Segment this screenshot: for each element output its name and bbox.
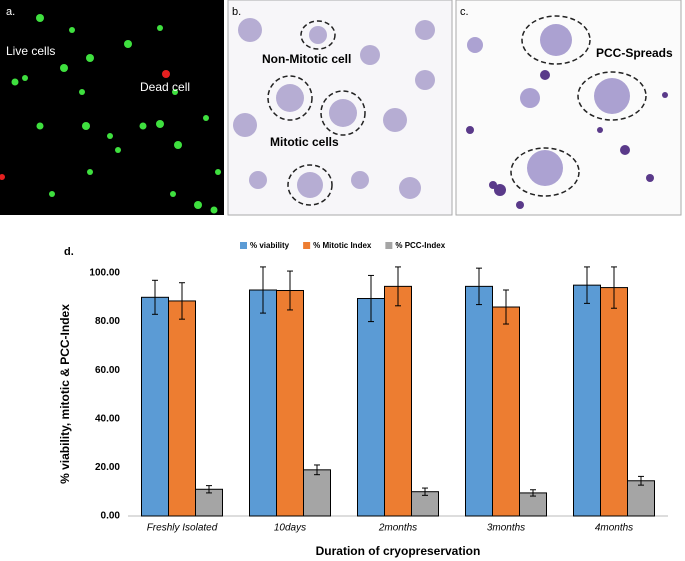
y-tick-label: 60.00: [95, 365, 120, 376]
annotation: Mitotic cells: [270, 135, 339, 149]
x-tick-label: Freshly Isolated: [147, 523, 218, 534]
legend-label: % Mitotic Index: [313, 241, 372, 250]
panel-label: a.: [6, 6, 15, 18]
circle-marker: [320, 90, 366, 136]
error-bar: [530, 489, 536, 497]
dead-cell: [0, 174, 5, 180]
bar: [627, 480, 655, 517]
legend-label: % PCC-Index: [395, 241, 445, 250]
error-bar: [638, 475, 644, 486]
circle-marker: [521, 15, 591, 65]
y-tick-label: 0.00: [101, 511, 121, 522]
error-bar: [368, 274, 374, 323]
circle-marker: [267, 75, 313, 121]
chromosome-spreads: [233, 18, 435, 199]
error-bar: [422, 487, 428, 496]
y-tick-label: 40.00: [95, 413, 120, 424]
annotation: Live cells: [6, 44, 55, 58]
panel-label: b.: [232, 6, 241, 18]
chromosome-spreads: [467, 24, 630, 186]
bar: [600, 287, 628, 517]
nuclei: [466, 70, 668, 209]
circle-marker: [577, 71, 647, 121]
bar: [357, 298, 385, 517]
y-tick-label: 80.00: [95, 316, 120, 327]
x-axis-title: Duration of cryopreservation: [316, 544, 481, 558]
legend-swatch: [240, 242, 247, 249]
error-bar: [395, 266, 401, 307]
error-bar: [314, 464, 320, 476]
panel-label: c.: [460, 6, 469, 18]
y-tick-label: 20.00: [95, 462, 120, 473]
panel-b: [227, 0, 453, 216]
bar: [384, 285, 412, 517]
error-bar: [584, 266, 590, 304]
bar: [573, 284, 601, 517]
legend-label: % viability: [250, 241, 290, 250]
y-tick-label: 100.00: [89, 268, 120, 279]
micrograph: [0, 0, 224, 215]
bar: [195, 488, 223, 517]
panel-a: [0, 0, 224, 215]
bar: [303, 469, 331, 517]
panel-label: d.: [64, 246, 74, 258]
legend-swatch: [385, 242, 393, 249]
x-tick-label: 3months: [487, 523, 525, 534]
circle-marker: [287, 164, 333, 206]
x-tick-label: 10days: [274, 523, 306, 534]
x-tick-label: 4months: [595, 523, 633, 534]
error-bar: [179, 282, 185, 320]
circle-marker: [300, 20, 336, 50]
dead-cell: [162, 70, 170, 78]
circle-marker: [510, 147, 580, 197]
error-bar: [287, 270, 293, 311]
annotation: Dead cell: [140, 80, 190, 94]
annotation: PCC-Spreads: [596, 46, 673, 60]
legend-swatch: [303, 242, 311, 249]
y-axis-title: % viability, mitotic & PCC-Index: [58, 304, 72, 484]
error-bar: [260, 266, 266, 314]
error-bar: [206, 485, 212, 494]
live-cells: [11, 14, 221, 214]
bar: [141, 296, 169, 517]
error-bar: [476, 267, 482, 306]
annotation: Non-Mitotic cell: [262, 52, 351, 66]
error-bar: [503, 289, 509, 325]
bar: [465, 285, 493, 517]
bar: [168, 300, 196, 517]
bar: [249, 289, 277, 517]
panel-c: [455, 0, 682, 216]
bar: [492, 306, 520, 517]
error-bar: [152, 279, 158, 315]
x-tick-label: 2months: [378, 523, 417, 534]
bar: [276, 289, 304, 517]
error-bar: [611, 266, 617, 309]
